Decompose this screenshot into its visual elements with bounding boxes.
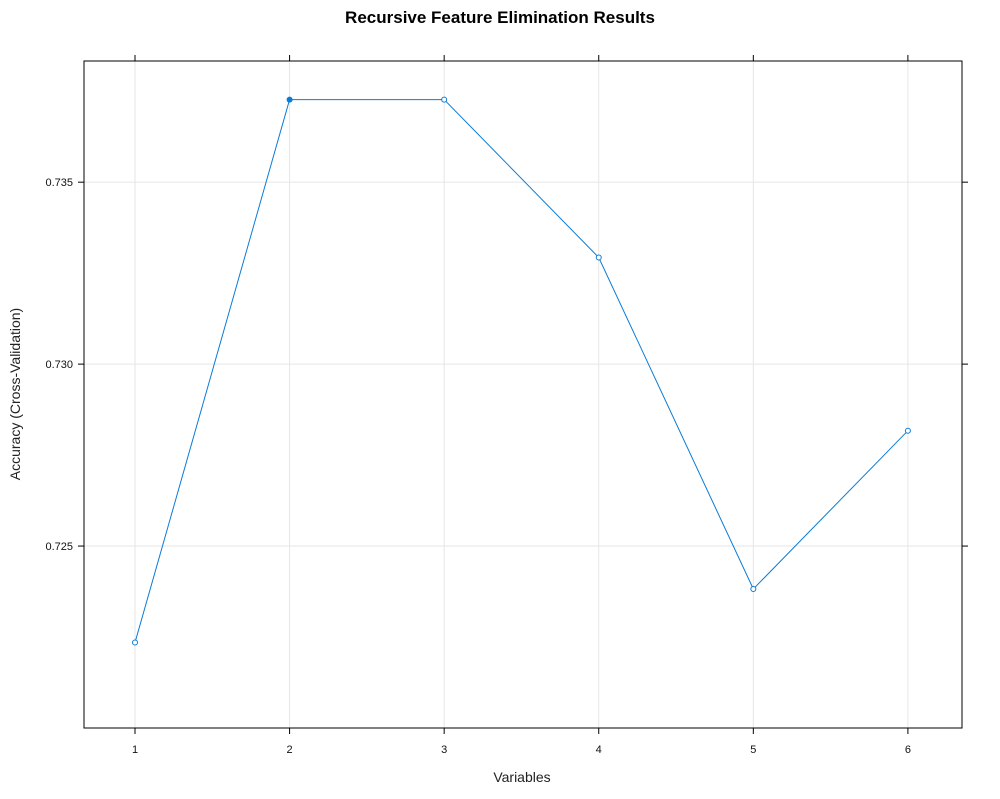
data-point-5: [750, 585, 757, 592]
data-point-2: [286, 96, 293, 103]
tick-labels: 1 2 3 4 5 6 0.725 0.730 0.735: [45, 177, 910, 756]
y-tick-label-1: 0.725: [45, 541, 73, 553]
x-tick-label-1: 1: [132, 744, 138, 756]
x-tick-label-2: 2: [287, 744, 293, 756]
x-axis-label: Variables: [493, 769, 550, 785]
data-point-3: [441, 96, 448, 103]
x-tick-label-6: 6: [905, 744, 911, 756]
x-tick-label-3: 3: [441, 744, 447, 756]
data-point-6: [904, 427, 911, 434]
x-tick-label-4: 4: [596, 744, 602, 756]
axis-ticks: [78, 55, 968, 734]
y-tick-label-3: 0.735: [45, 177, 73, 189]
data-point-1: [132, 639, 139, 646]
y-axis-label: Accuracy (Cross-Validation): [7, 308, 23, 480]
chart-title: Recursive Feature Elimination Results: [345, 8, 655, 27]
grid: [84, 61, 962, 728]
series: [132, 96, 911, 646]
plot-frame: [83, 60, 963, 729]
series-line: [134, 99, 909, 643]
data-point-4: [595, 254, 602, 261]
y-tick-label-2: 0.730: [45, 359, 73, 371]
x-tick-label-5: 5: [750, 744, 756, 756]
